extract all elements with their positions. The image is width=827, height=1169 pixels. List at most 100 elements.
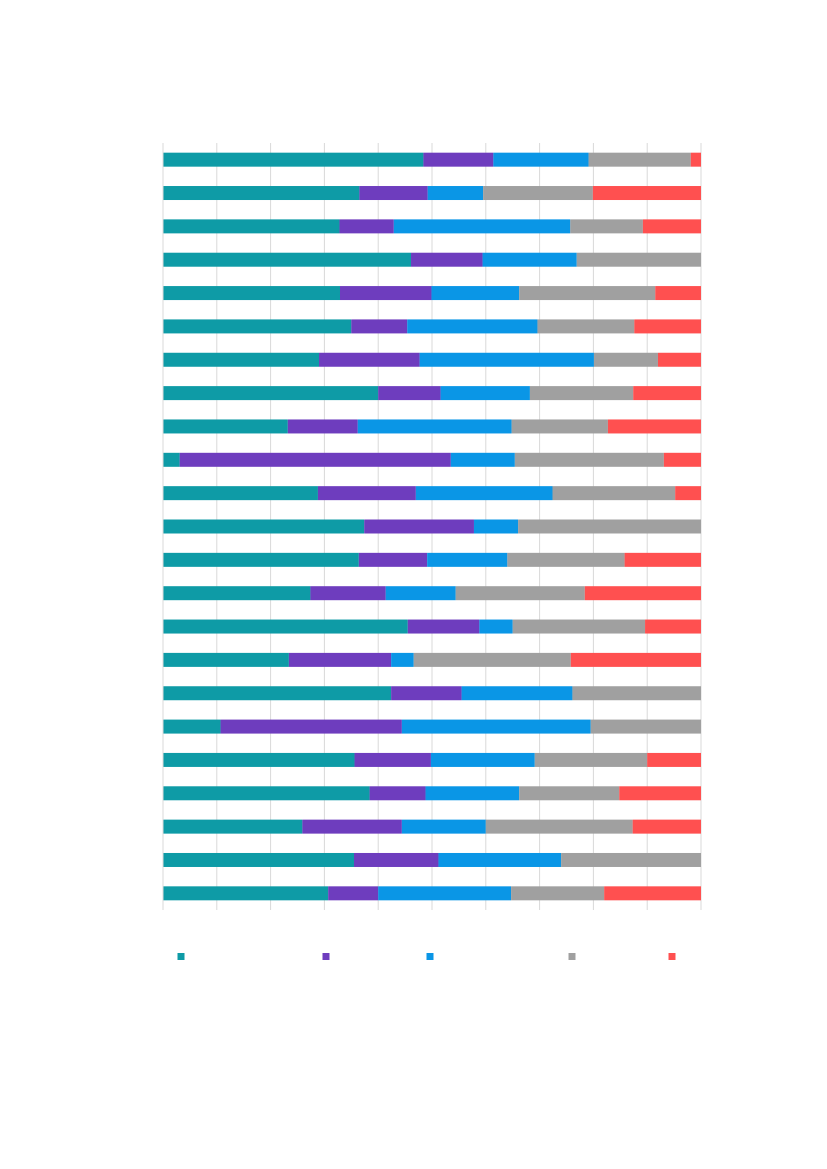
legend-marker-5 xyxy=(668,953,676,960)
bar-row-5-series-1 xyxy=(163,286,341,301)
bar-row-3-series-4 xyxy=(570,219,643,234)
bar-row-14-series-4 xyxy=(455,586,585,601)
bar-row-16-series-2 xyxy=(288,652,392,667)
bar-row-13-series-2 xyxy=(358,552,428,567)
bar-row-12-series-1 xyxy=(163,519,365,534)
bar-row-18-series-2 xyxy=(220,719,402,734)
bar-row-3-series-5 xyxy=(642,219,701,234)
bar-row-20-series-3 xyxy=(425,786,520,801)
bar-row-5-series-4 xyxy=(519,286,656,301)
bar-row-16-series-3 xyxy=(391,652,414,667)
bar-row-9-series-2 xyxy=(287,419,358,434)
bar-row-10-series-2 xyxy=(179,452,451,467)
bar-row-20-series-4 xyxy=(519,786,620,801)
bars xyxy=(163,152,701,901)
bar-row-21-series-3 xyxy=(401,819,486,834)
bar-row-13-series-4 xyxy=(507,552,625,567)
bar-row-13-series-5 xyxy=(624,552,701,567)
bar-row-20-series-5 xyxy=(619,786,701,801)
bar-row-19-series-4 xyxy=(534,752,648,767)
bar-row-12-series-2 xyxy=(364,519,474,534)
bar-row-3-series-1 xyxy=(163,219,340,234)
bar-row-8-series-2 xyxy=(378,386,441,401)
bar-row-23-series-4 xyxy=(511,886,605,901)
bar-row-17-series-3 xyxy=(461,686,573,701)
bar-row-4-series-1 xyxy=(163,252,412,267)
bar-row-21-series-5 xyxy=(632,819,701,834)
bar-row-21-series-2 xyxy=(302,819,402,834)
bar-row-22-series-1 xyxy=(163,852,354,867)
bar-row-22-series-3 xyxy=(438,852,562,867)
bar-row-15-series-4 xyxy=(512,619,646,634)
bar-row-14-series-3 xyxy=(385,586,456,601)
bar-row-17-series-1 xyxy=(163,686,392,701)
legend-marker-4 xyxy=(568,953,576,960)
bar-row-14-series-1 xyxy=(163,586,311,601)
bar-row-6-series-2 xyxy=(351,319,408,334)
bar-row-2-series-5 xyxy=(592,186,701,201)
bar-row-18-series-4 xyxy=(590,719,701,734)
bar-row-11-series-4 xyxy=(552,486,676,501)
bar-row-4-series-3 xyxy=(482,252,577,267)
bar-row-23-series-3 xyxy=(378,886,512,901)
bar-row-15-series-3 xyxy=(479,619,513,634)
bar-row-17-series-2 xyxy=(391,686,462,701)
bar-row-23-series-5 xyxy=(604,886,701,901)
bar-row-14-series-5 xyxy=(584,586,701,601)
legend xyxy=(177,953,676,960)
bar-row-13-series-1 xyxy=(163,552,359,567)
bar-row-2-series-4 xyxy=(483,186,593,201)
bar-row-4-series-4 xyxy=(576,252,701,267)
bar-row-15-series-1 xyxy=(163,619,408,634)
bar-row-6-series-4 xyxy=(537,319,635,334)
bar-row-11-series-2 xyxy=(317,486,416,501)
bar-row-10-series-3 xyxy=(450,452,515,467)
bar-row-6-series-3 xyxy=(407,319,538,334)
bar-row-13-series-3 xyxy=(427,552,508,567)
bar-row-2-series-3 xyxy=(427,186,484,201)
bar-row-1-series-2 xyxy=(423,152,494,167)
bar-row-9-series-1 xyxy=(163,419,288,434)
bar-row-21-series-4 xyxy=(485,819,633,834)
legend-marker-1 xyxy=(177,953,185,960)
bar-row-7-series-5 xyxy=(657,352,701,367)
bar-row-7-series-2 xyxy=(319,352,420,367)
bar-row-7-series-1 xyxy=(163,352,320,367)
bar-row-6-series-5 xyxy=(634,319,701,334)
bar-row-1-series-1 xyxy=(163,152,424,167)
bar-row-15-series-2 xyxy=(407,619,480,634)
bar-row-20-series-1 xyxy=(163,786,370,801)
bar-row-5-series-3 xyxy=(431,286,520,301)
bar-row-23-series-2 xyxy=(328,886,379,901)
bar-row-16-series-1 xyxy=(163,652,289,667)
bar-row-9-series-3 xyxy=(357,419,512,434)
bar-row-5-series-5 xyxy=(655,286,701,301)
bar-row-3-series-2 xyxy=(339,219,394,234)
bar-row-4-series-2 xyxy=(411,252,483,267)
bar-row-8-series-5 xyxy=(633,386,701,401)
bar-row-7-series-4 xyxy=(593,352,658,367)
bar-row-12-series-3 xyxy=(473,519,519,534)
bar-row-10-series-5 xyxy=(663,452,701,467)
bar-row-20-series-2 xyxy=(369,786,426,801)
bar-row-2-series-2 xyxy=(359,186,428,201)
bar-row-1-series-3 xyxy=(493,152,589,167)
bar-row-9-series-4 xyxy=(511,419,608,434)
bar-row-23-series-1 xyxy=(163,886,329,901)
bar-row-19-series-5 xyxy=(647,752,701,767)
bar-row-8-series-1 xyxy=(163,386,379,401)
bar-row-15-series-5 xyxy=(645,619,701,634)
legend-marker-2 xyxy=(322,953,330,960)
bar-row-16-series-5 xyxy=(570,652,701,667)
bar-row-1-series-4 xyxy=(588,152,691,167)
bar-row-17-series-4 xyxy=(572,686,701,701)
bar-row-11-series-5 xyxy=(675,486,701,501)
bar-row-8-series-3 xyxy=(440,386,530,401)
bar-row-8-series-4 xyxy=(529,386,634,401)
bar-row-2-series-1 xyxy=(163,186,360,201)
bar-row-1-series-5 xyxy=(690,152,701,167)
bar-row-11-series-1 xyxy=(163,486,318,501)
bar-row-6-series-1 xyxy=(163,319,352,334)
legend-marker-3 xyxy=(426,953,434,960)
